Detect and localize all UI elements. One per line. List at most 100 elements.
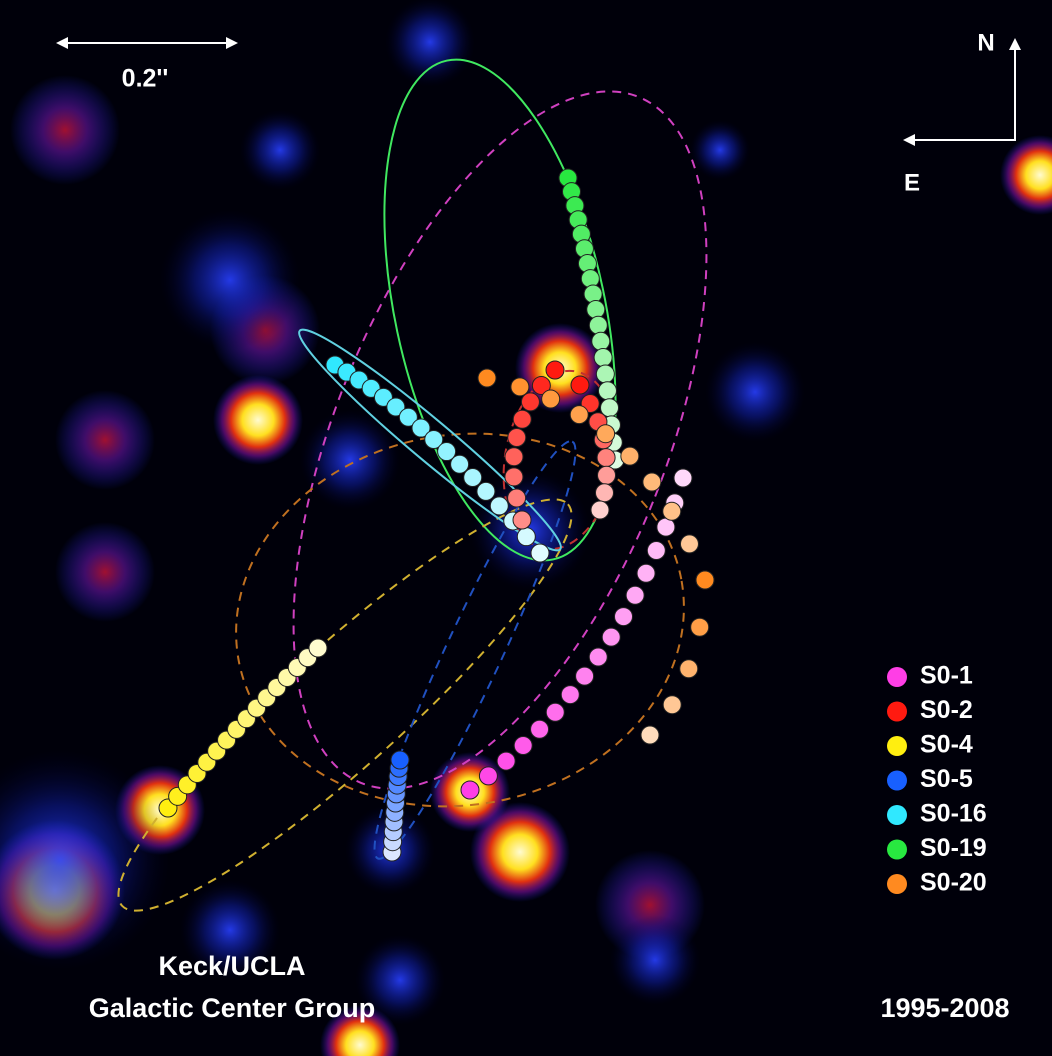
position-dot (545, 360, 565, 380)
background-star (0, 750, 170, 970)
position-dot (411, 418, 431, 438)
position-dot (520, 392, 540, 412)
background-star (240, 110, 320, 190)
position-dot (614, 607, 634, 627)
position-dot (636, 563, 656, 583)
position-dot (398, 407, 418, 427)
position-dot (679, 534, 699, 554)
legend-label: S0-2 (920, 696, 973, 724)
position-dot (437, 442, 457, 462)
position-dot (586, 300, 606, 319)
legend-label: S0-1 (920, 662, 973, 690)
position-dot (695, 570, 715, 590)
compass-north: N (977, 29, 994, 56)
position-dot (460, 780, 480, 800)
star-positions (158, 168, 715, 862)
background-star (180, 880, 280, 980)
background-star (385, 0, 475, 87)
compass-lines (912, 50, 1016, 141)
background-star (355, 935, 445, 1025)
position-dot (560, 685, 580, 705)
position-dot (424, 430, 444, 449)
position-dot (450, 454, 470, 474)
orbit (383, 58, 617, 562)
position-dot (679, 659, 699, 679)
background-star (10, 75, 120, 185)
position-dot (642, 472, 662, 492)
position-dot (507, 428, 527, 447)
position-dot (625, 585, 645, 605)
credit-line: Keck/UCLA (158, 951, 305, 981)
position-dot (593, 348, 613, 368)
position-dot (591, 331, 611, 351)
position-dot (512, 510, 532, 530)
background-star (1000, 135, 1052, 215)
legend-swatch (887, 667, 907, 687)
position-dot (640, 725, 660, 745)
position-dot (463, 467, 483, 487)
position-dot (512, 409, 532, 429)
position-dot (386, 397, 406, 417)
compass: N E (903, 29, 1021, 196)
position-dot (516, 527, 536, 547)
legend-swatch (887, 839, 907, 860)
background-star (610, 915, 700, 1005)
position-dot (596, 424, 616, 444)
date-range: 1995-2008 (880, 993, 1009, 1023)
position-dot (545, 702, 565, 722)
position-dot (504, 467, 524, 487)
position-dot (597, 381, 617, 401)
background-star (55, 522, 155, 622)
position-dot (590, 500, 610, 520)
position-dot (513, 736, 533, 756)
position-dot (597, 465, 617, 485)
position-dot (489, 496, 509, 516)
position-dot (507, 488, 527, 508)
position-dot (656, 517, 676, 537)
legend: S0-1 S0-2 S0-4 S0-5 S0-16 S0-19 S0-20 (887, 662, 987, 897)
legend-swatch (887, 770, 907, 791)
position-dot (620, 446, 640, 466)
position-dot (510, 377, 530, 397)
position-dot (601, 627, 621, 647)
scale-bar: 0.2'' (56, 37, 238, 93)
position-dot (496, 751, 516, 771)
position-dot (646, 541, 666, 561)
position-dot (588, 647, 608, 667)
credit-line: Galactic Center Group (89, 993, 376, 1023)
position-dot (673, 468, 693, 488)
legend-swatch (887, 874, 907, 894)
position-dot (569, 405, 589, 425)
background-star (55, 390, 155, 490)
legend-label: S0-16 (920, 800, 987, 828)
position-dot (478, 766, 498, 786)
position-dot (588, 315, 608, 335)
position-dot (541, 389, 561, 409)
compass-east: E (904, 169, 920, 196)
background-star (470, 802, 570, 902)
position-dot (477, 368, 497, 388)
position-dot (570, 375, 590, 395)
position-dot (690, 617, 710, 637)
background-star (705, 342, 805, 442)
position-dot (530, 719, 550, 739)
background-star (160, 210, 300, 350)
background-star (690, 120, 750, 180)
position-dot (575, 666, 595, 686)
position-dot (662, 695, 682, 715)
legend-swatch (887, 701, 907, 722)
position-dot (308, 638, 328, 658)
position-dot (504, 447, 524, 467)
orbit (298, 328, 562, 552)
position-dot (530, 543, 550, 563)
position-dot (594, 483, 614, 503)
background-star (213, 375, 303, 465)
legend-swatch (887, 805, 907, 825)
position-dot (390, 750, 410, 770)
position-dot (662, 501, 682, 521)
position-dot (583, 284, 603, 304)
legend-label: S0-19 (920, 834, 987, 862)
legend-label: S0-4 (920, 731, 973, 759)
position-dot (531, 375, 551, 395)
